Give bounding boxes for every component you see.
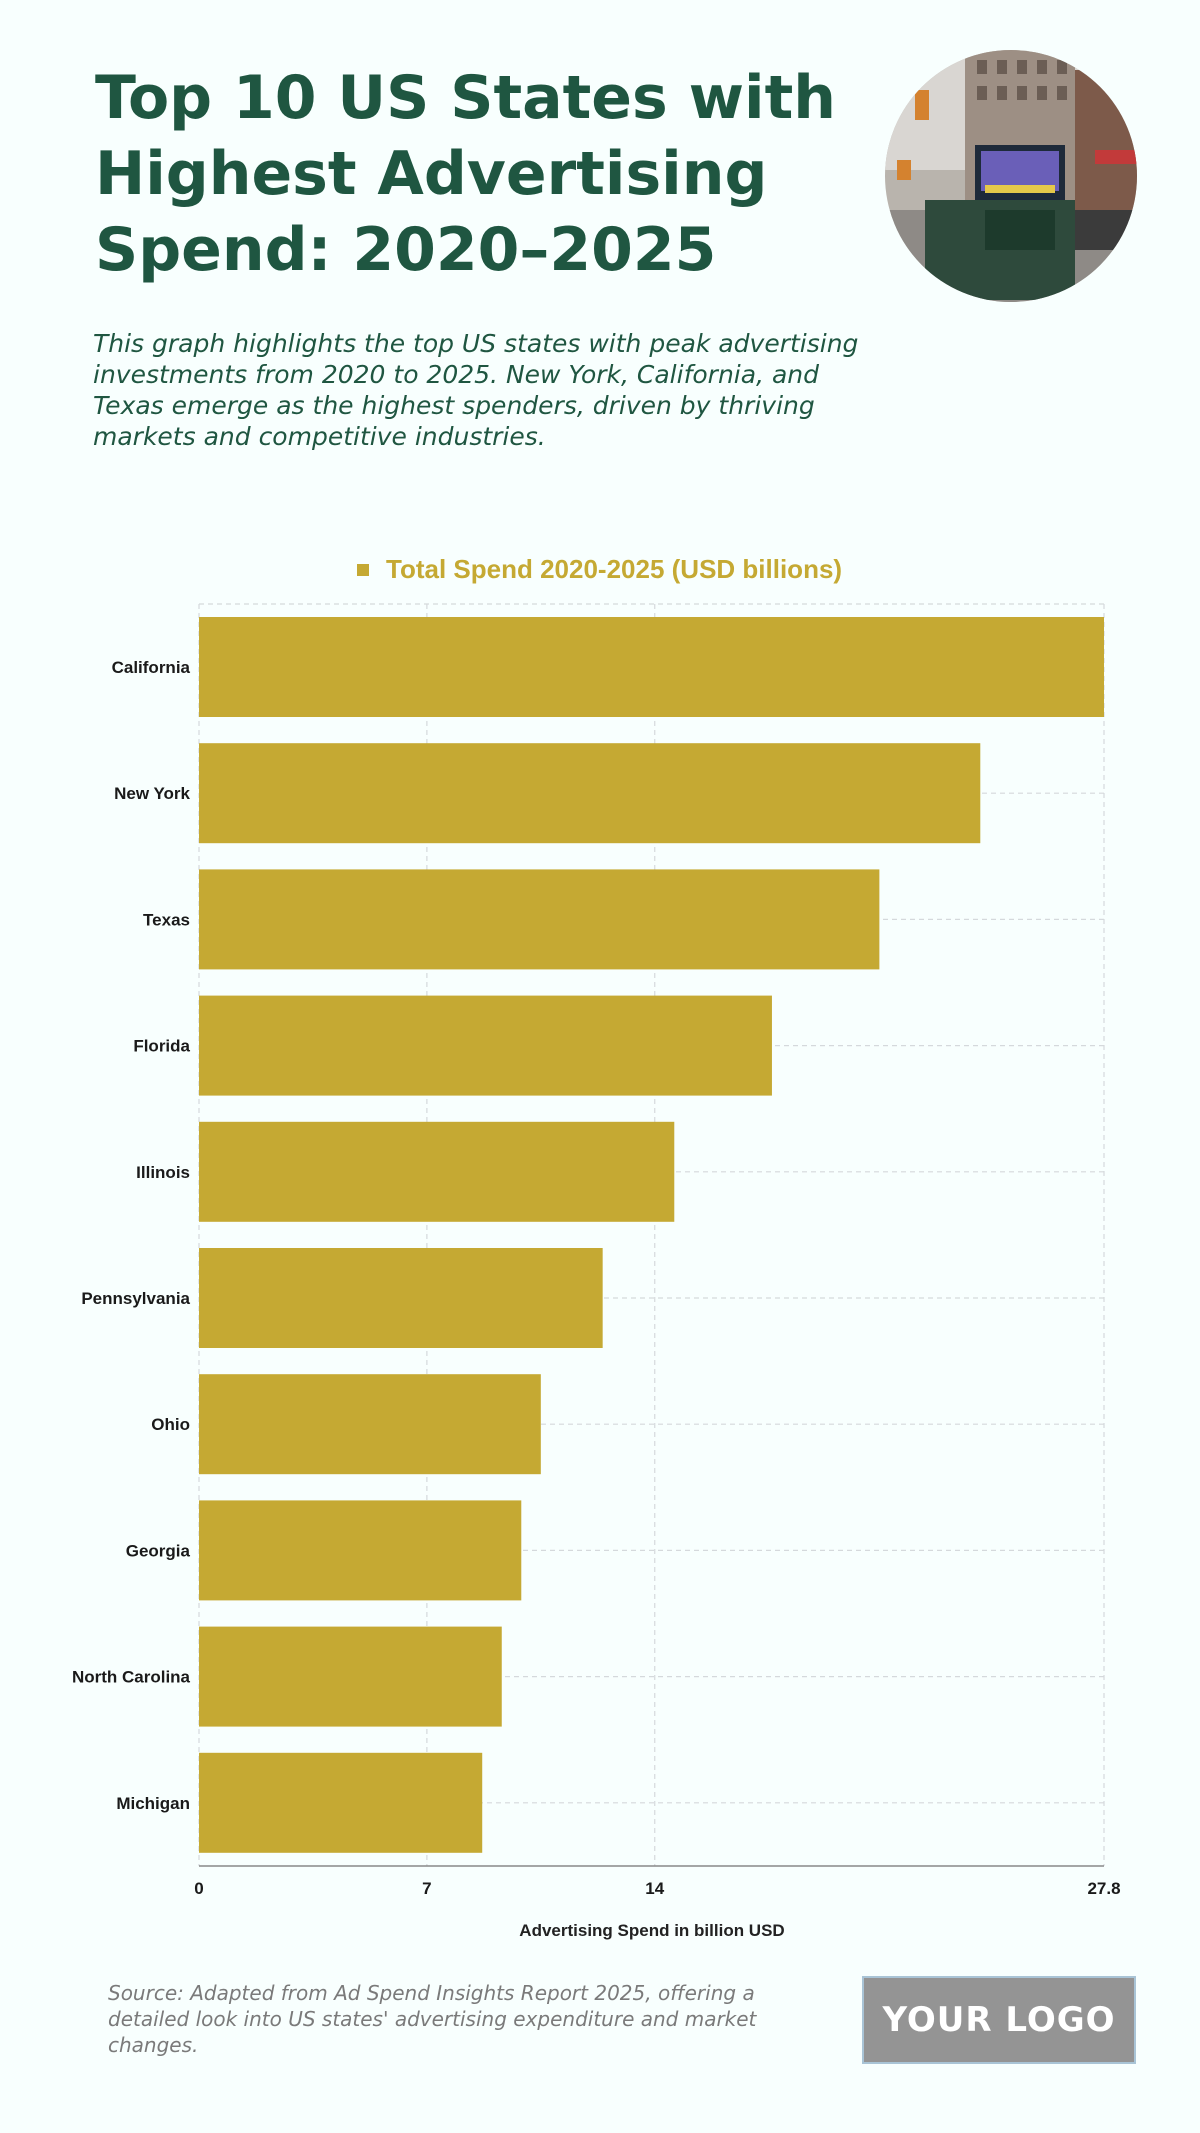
bar (199, 1500, 522, 1601)
y-tick-label: North Carolina (72, 1668, 191, 1687)
x-axis: 0 7 14 27.8 (194, 1865, 1121, 1898)
x-tick-label: 0 (194, 1879, 203, 1898)
y-tick-label: Texas (143, 910, 190, 929)
page-title: Top 10 US States with Highest Advertisin… (95, 63, 836, 285)
bar (199, 1752, 483, 1853)
y-tick-label: New York (114, 784, 190, 803)
y-tick-label: Pennsylvania (81, 1289, 190, 1308)
chart-bars (199, 617, 1104, 1853)
source-note: Source: Adapted from Ad Spend Insights R… (108, 1981, 757, 2057)
street-photo (885, 50, 1137, 302)
page-subtitle: This graph highlights the top US states … (93, 329, 859, 451)
bar (199, 1121, 675, 1222)
bar (199, 869, 880, 970)
chart-legend: Total Spend 2020-2025 (USD billions) (357, 554, 842, 584)
y-tick-label: Georgia (126, 1541, 191, 1560)
bar (199, 617, 1104, 717)
y-tick-label: California (112, 658, 191, 677)
bar-chart: Total Spend 2020-2025 (USD billions) Cal… (72, 554, 1121, 1940)
x-tick-label: 14 (645, 1879, 664, 1898)
bar (199, 743, 981, 844)
legend-label: Total Spend 2020-2025 (USD billions) (386, 554, 842, 584)
bar (199, 1248, 603, 1348)
street-photo-image (885, 50, 1137, 302)
logo-text: YOUR LOGO (882, 2000, 1116, 2040)
legend-swatch (357, 564, 369, 576)
y-axis-labels: California New York Texas Florida Illinois Pe… (72, 658, 191, 1813)
x-tick-label: 27.8 (1087, 1879, 1120, 1898)
y-tick-label: Michigan (116, 1794, 190, 1813)
y-tick-label: Florida (133, 1037, 190, 1056)
y-tick-label: Illinois (136, 1163, 190, 1182)
x-tick-label: 7 (422, 1879, 431, 1898)
y-tick-label: Ohio (151, 1415, 190, 1434)
bar (199, 1626, 502, 1727)
logo-placeholder: YOUR LOGO (862, 1976, 1136, 2064)
bar (199, 1374, 541, 1475)
bar (199, 995, 772, 1096)
x-axis-title: Advertising Spend in billion USD (519, 1921, 784, 1940)
